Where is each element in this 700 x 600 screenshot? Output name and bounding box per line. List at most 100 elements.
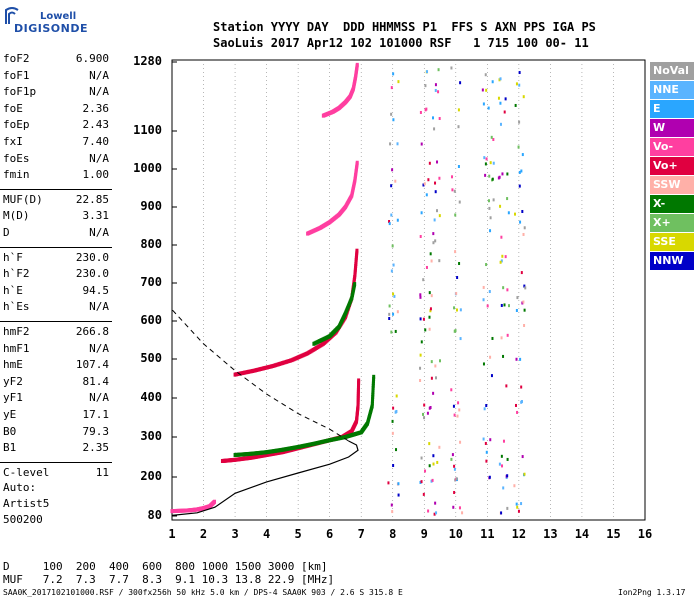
topside-extrapolation-line xyxy=(171,309,349,442)
noise-point xyxy=(428,161,431,165)
noise-point xyxy=(391,244,394,248)
y-tick-label: 800 xyxy=(140,237,162,251)
parameter-name: hmF2 xyxy=(3,325,30,338)
noise-point xyxy=(388,317,391,321)
noise-point xyxy=(485,88,488,92)
noise-point xyxy=(420,456,423,460)
noise-point xyxy=(425,193,428,197)
noise-point xyxy=(459,308,462,312)
noise-point xyxy=(395,409,398,413)
noise-point xyxy=(390,269,393,273)
trace-point xyxy=(371,397,375,402)
parameter-row: h`F 230.0 xyxy=(3,251,109,265)
parameter-value: N/A xyxy=(89,341,109,355)
trace-point xyxy=(372,374,376,379)
noise-point xyxy=(422,183,425,187)
trace-point xyxy=(371,385,375,390)
noise-point xyxy=(502,486,505,490)
noise-point xyxy=(502,439,505,443)
noise-point xyxy=(482,102,485,106)
noise-point xyxy=(438,214,441,218)
noise-point xyxy=(500,259,503,263)
parameter-name: hmF1 xyxy=(3,341,30,355)
trace-point xyxy=(371,381,375,386)
noise-point xyxy=(450,457,453,461)
parameter-row: yF1 N/A xyxy=(3,391,109,405)
parameter-name: C-level xyxy=(3,465,50,479)
legend-item: SSE xyxy=(650,233,694,251)
noise-point xyxy=(434,88,437,92)
plot-frame xyxy=(171,59,646,521)
noise-point xyxy=(504,97,507,101)
noise-point xyxy=(484,173,487,177)
parameter-row: fxI 7.40 xyxy=(3,135,109,149)
noise-point xyxy=(505,384,508,388)
noise-point xyxy=(452,505,455,509)
x-tick-label: 13 xyxy=(543,527,558,541)
x-tick-label: 6 xyxy=(326,527,334,541)
noise-point xyxy=(483,156,486,160)
noise-point xyxy=(393,294,396,298)
noise-point xyxy=(504,255,507,259)
noise-point xyxy=(524,286,527,290)
noise-point xyxy=(514,103,517,107)
noise-point xyxy=(392,406,395,410)
noise-point xyxy=(507,211,510,215)
noise-point xyxy=(485,263,488,267)
noise-point xyxy=(506,506,509,510)
noise-point xyxy=(458,200,461,204)
noise-point xyxy=(481,88,484,92)
x-tick-label: 7 xyxy=(357,527,365,541)
x-tick-label: 4 xyxy=(262,527,271,541)
noise-point xyxy=(450,66,453,70)
noise-point xyxy=(419,293,422,297)
auto-code: 500200 xyxy=(3,513,43,526)
noise-point xyxy=(499,122,502,126)
y-tick-label: 900 xyxy=(140,199,162,213)
digisonde-logo-mark xyxy=(4,6,20,26)
noise-point xyxy=(516,505,519,509)
noise-point xyxy=(492,138,495,142)
parameter-value: 79.3 xyxy=(82,424,110,438)
noise-point xyxy=(423,416,426,420)
parameter-name: foF2 xyxy=(3,52,30,65)
trace-point xyxy=(355,62,359,67)
parameter-row: B0 79.3 xyxy=(3,425,109,439)
noise-point xyxy=(517,509,520,513)
parameter-value: N/A xyxy=(89,391,109,405)
noise-point xyxy=(419,317,422,321)
noise-point xyxy=(489,216,492,220)
noise-point xyxy=(387,481,390,485)
x-tick-label: 1 xyxy=(168,527,176,541)
noise-point xyxy=(433,512,436,516)
noise-point xyxy=(482,362,485,366)
noise-point xyxy=(422,317,425,321)
noise-point xyxy=(521,301,524,305)
parameter-name: foE xyxy=(3,101,23,115)
noise-point xyxy=(519,220,522,224)
noise-point xyxy=(419,366,422,370)
noise-point xyxy=(506,333,509,337)
noise-point xyxy=(419,378,422,382)
trace-point xyxy=(371,390,375,395)
parameter-name: yF2 xyxy=(3,374,23,388)
noise-point xyxy=(485,459,488,463)
noise-point xyxy=(436,160,439,164)
x-tick-label: 12 xyxy=(511,527,527,541)
noise-point xyxy=(499,260,502,264)
noise-point xyxy=(438,117,441,121)
noise-point xyxy=(457,125,460,129)
trace-point xyxy=(355,160,359,165)
noise-point xyxy=(518,170,521,174)
noise-point xyxy=(390,86,393,90)
x-tick-label: 16 xyxy=(637,527,653,541)
legend-item: SSW xyxy=(650,176,694,194)
footer-version: Ion2Png 1.3.17 xyxy=(618,588,686,597)
legend-item: X+ xyxy=(650,214,694,232)
trace-point xyxy=(372,377,376,382)
noise-point xyxy=(389,142,392,146)
parameter-name: fxI xyxy=(3,135,23,148)
legend-item: Vo+ xyxy=(650,157,694,175)
parameter-name: yE xyxy=(3,408,17,421)
legend-item: NNE xyxy=(650,81,694,99)
